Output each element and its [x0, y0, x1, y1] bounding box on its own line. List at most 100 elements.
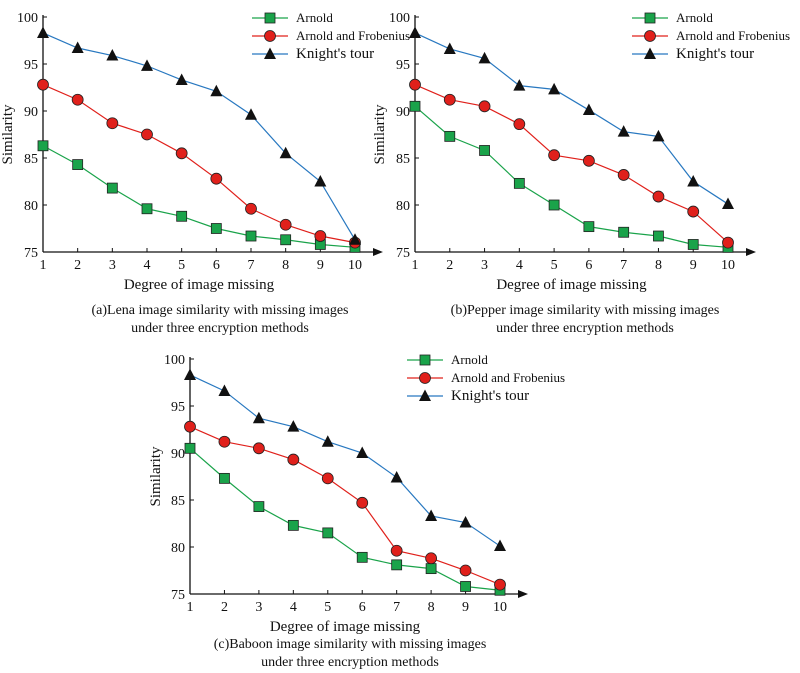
legend-marker-a-1	[264, 30, 276, 42]
x-axis-title-a: Degree of image missing	[124, 277, 275, 293]
legend-label-c-2: Knight's tour	[451, 388, 529, 404]
data-point-c-0-3	[287, 519, 299, 531]
data-point-c-2-2	[252, 411, 265, 424]
data-point-a-2-2	[106, 49, 119, 61]
data-point-a-0-2	[106, 182, 118, 194]
legend-label-b-0: Arnold	[676, 10, 713, 25]
legend-label-a-0: Arnold	[296, 10, 333, 25]
data-point-b-0-6	[618, 226, 630, 238]
data-point-a-1-0	[37, 78, 49, 91]
caption-c: (c)Baboon image similarity with missing …	[150, 636, 550, 672]
data-point-c-1-0	[184, 420, 196, 433]
data-point-c-0-6	[391, 559, 403, 571]
data-point-c-1-4	[321, 472, 334, 485]
data-point-b-2-6	[617, 125, 630, 137]
data-point-a-2-5	[210, 84, 223, 97]
data-point-b-2-7	[652, 129, 665, 142]
data-point-b-1-2	[478, 100, 491, 113]
data-point-b-1-6	[617, 169, 630, 181]
y-tick-label-a-0: 75	[24, 246, 38, 261]
data-point-c-0-4	[322, 527, 334, 539]
series-line-c-2	[189, 374, 501, 547]
x-axis-arrow-c	[518, 590, 528, 598]
data-point-c-0-5	[356, 551, 368, 563]
caption-a-line2: under three encryption methods	[131, 321, 309, 336]
x-tick-label-b-5: 6	[585, 258, 592, 273]
data-point-a-2-7	[279, 146, 292, 159]
x-tick-label-b-9: 10	[721, 258, 735, 273]
y-tick-label-b-4: 95	[396, 58, 410, 73]
x-tick-label-b-3: 4	[516, 258, 523, 273]
data-point-b-0-1	[444, 130, 456, 142]
data-point-a-1-5	[210, 172, 223, 185]
data-point-b-2-0	[409, 26, 421, 38]
data-point-b-0-8	[687, 239, 699, 250]
legend-marker-b-2	[644, 47, 656, 59]
data-point-b-1-8	[687, 205, 700, 218]
data-point-c-2-9	[494, 539, 506, 552]
x-tick-label-a-2: 3	[109, 258, 116, 273]
x-tick-label-c-8: 9	[462, 600, 469, 615]
data-point-a-2-1	[71, 41, 84, 54]
series-line-a-2	[42, 32, 356, 241]
legend-marker-b-0	[644, 12, 656, 24]
data-point-c-0-1	[219, 472, 230, 484]
x-tick-label-c-4: 5	[324, 600, 331, 615]
y-tick-label-a-4: 95	[24, 58, 38, 73]
caption-c-line2: under three encryption methods	[261, 655, 439, 670]
y-tick-label-c-3: 90	[171, 447, 185, 462]
legend-label-c-1: Arnold and Frobenius	[451, 370, 565, 385]
data-point-a-2-4	[175, 73, 188, 85]
data-point-b-1-1	[443, 93, 456, 106]
y-tick-label-b-0: 75	[396, 246, 410, 261]
data-point-a-1-2	[106, 117, 119, 130]
x-tick-label-c-6: 7	[393, 600, 400, 615]
y-tick-label-b-2: 85	[396, 152, 410, 167]
data-point-c-1-9	[494, 578, 506, 591]
caption-a: (a)Lena image similarity with missing im…	[20, 302, 420, 338]
x-tick-label-c-9: 10	[493, 600, 507, 615]
data-point-c-1-3	[287, 453, 300, 466]
data-point-b-0-5	[583, 221, 595, 233]
legend-marker-c-2	[419, 389, 431, 401]
x-tick-label-b-6: 7	[620, 258, 627, 273]
data-point-b-1-4	[548, 149, 561, 162]
series-line-b-0	[414, 105, 729, 248]
x-tick-label-a-5: 6	[213, 258, 220, 273]
series-line-a-1	[42, 84, 356, 244]
data-point-b-0-2	[479, 145, 490, 156]
caption-a-line1: (a)Lena image similarity with missing im…	[91, 303, 349, 318]
data-point-a-0-6	[245, 230, 257, 242]
x-tick-label-b-0: 1	[412, 258, 419, 273]
x-tick-label-a-1: 2	[74, 258, 81, 273]
data-point-c-2-5	[356, 446, 369, 458]
x-tick-label-c-0: 1	[187, 600, 194, 615]
data-point-a-1-3	[141, 128, 153, 141]
series-line-b-1	[414, 84, 729, 244]
data-point-b-2-4	[548, 82, 561, 95]
data-point-a-1-1	[71, 93, 84, 106]
x-tick-label-b-1: 2	[446, 258, 453, 273]
x-tick-label-a-7: 8	[282, 258, 289, 273]
data-point-a-0-7	[280, 234, 292, 246]
data-point-a-2-3	[141, 59, 153, 71]
caption-c-line1: (c)Baboon image similarity with missing …	[213, 637, 487, 652]
data-point-b-1-7	[652, 190, 665, 203]
data-point-c-2-8	[459, 516, 472, 528]
legend-marker-a-0	[264, 12, 276, 24]
x-tick-label-b-7: 8	[655, 258, 662, 273]
x-axis-title-b: Degree of image missing	[496, 277, 647, 293]
data-point-c-2-6	[390, 470, 403, 483]
x-tick-label-a-8: 9	[317, 258, 324, 273]
x-tick-label-c-5: 6	[359, 600, 366, 615]
data-point-c-0-0	[184, 442, 196, 454]
legend-marker-a-2	[264, 47, 276, 59]
data-point-b-1-5	[582, 154, 595, 167]
x-tick-label-a-4: 5	[178, 258, 185, 273]
caption-b-line2: under three encryption methods	[496, 321, 674, 336]
y-tick-label-c-2: 85	[171, 494, 185, 509]
x-tick-label-c-3: 4	[290, 600, 297, 615]
x-axis-title-c: Degree of image missing	[270, 619, 421, 635]
y-tick-label-a-1: 80	[24, 199, 38, 214]
